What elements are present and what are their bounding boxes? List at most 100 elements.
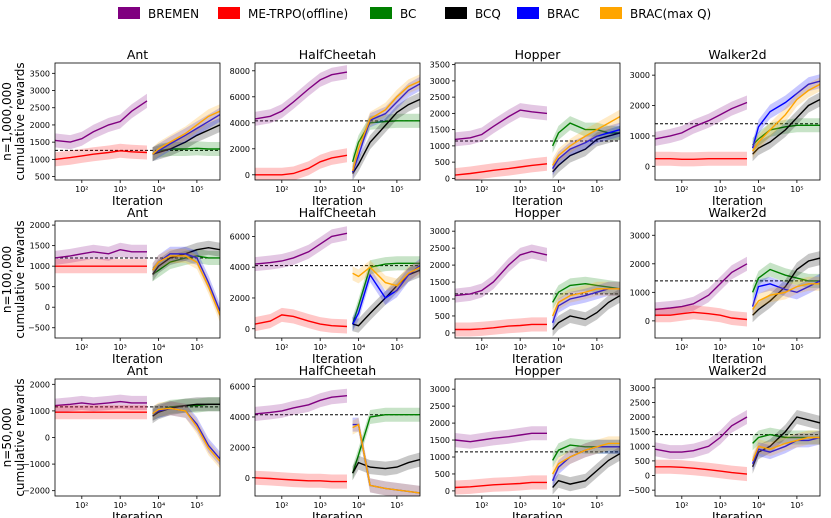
- series-band-brac-max-q-: [552, 436, 620, 481]
- series-line-me-trpo-offline-: [655, 311, 748, 321]
- subplot-halfcheetah-0: HalfCheetah 0 2000 4000 6000 8000 10² 10³ 10⁴ 10⁵…: [230, 47, 421, 208]
- series-line-bc: [152, 255, 220, 275]
- subplot-title: Hopper: [515, 363, 562, 378]
- y-tick-label: 2000: [30, 121, 50, 130]
- subplot-hopper-2: Hopper 0 500 1000 1500 2000 2500 3000 10² 10³ 10⁴ 1…: [430, 363, 621, 518]
- series-line-brac-max-q-: [352, 423, 420, 494]
- series-band-bc: [352, 407, 420, 481]
- legend-label: BRAC: [547, 7, 579, 21]
- y-tick-label: 2500: [630, 398, 650, 407]
- series-band-brac: [552, 122, 620, 176]
- y-tick-label: 0: [645, 162, 650, 171]
- subplot-walker2d-1: Walker2d 0 1000 2000 3000 10² 10³ 10⁴ 10⁵ Iterati…: [630, 205, 821, 366]
- series-band-me-trpo-offline-: [655, 459, 747, 482]
- series-line-me-trpo-offline-: [255, 314, 348, 328]
- series-line-bcq: [752, 257, 820, 316]
- series-band-me-trpo-offline-: [455, 156, 547, 180]
- x-tick-label: 10⁴: [552, 343, 565, 352]
- axes-frame: [254, 378, 421, 497]
- x-tick-label: 10⁴: [352, 501, 365, 510]
- subplot-title: Hopper: [515, 47, 562, 62]
- series-band-me-trpo-offline-: [655, 305, 747, 327]
- y-tick-label: 2000: [230, 294, 250, 303]
- series-line-brac: [351, 83, 420, 173]
- plot-area: [55, 93, 220, 167]
- x-tick-label: 10⁴: [352, 185, 365, 194]
- x-axis-label: Iteration: [112, 352, 163, 366]
- series-band-bc: [152, 141, 220, 162]
- axes-frame: [254, 220, 421, 339]
- x-axis-label: Iteration: [712, 194, 763, 208]
- series-band-bcq: [552, 446, 620, 495]
- y-tick-label: 0: [645, 472, 650, 481]
- x-tick-label: 10²: [275, 501, 288, 510]
- series-line-brac-max-q-: [551, 288, 620, 317]
- x-tick-label: 10³: [113, 501, 126, 510]
- series-band-bremen: [255, 226, 347, 272]
- y-tick-label: 3000: [630, 384, 650, 393]
- y-tick-label: 500: [35, 283, 50, 292]
- series-line-bcq: [351, 458, 420, 474]
- x-tick-label: 10⁵: [790, 185, 803, 194]
- series-band-bremen: [55, 242, 147, 265]
- x-tick-label: 10⁵: [590, 185, 603, 194]
- y-tick-label: 8000: [230, 67, 250, 76]
- series-band-bc: [752, 427, 820, 451]
- series-band-me-trpo-offline-: [255, 148, 347, 180]
- series-band-bcq: [352, 452, 420, 481]
- x-tick-label: 10³: [313, 185, 326, 194]
- y-tick-label: 2500: [430, 93, 450, 102]
- series-line-bcq: [152, 124, 220, 155]
- y-tick-label: 0: [445, 487, 450, 496]
- y-tick-label: 500: [635, 457, 650, 466]
- series-line-brac: [751, 436, 820, 465]
- y-tick-label: 3000: [630, 71, 650, 80]
- x-tick-label: 10⁵: [590, 501, 603, 510]
- series-line-bc: [351, 262, 420, 325]
- series-band-brac-max-q-: [552, 281, 620, 323]
- series-line-bremen: [255, 232, 348, 265]
- y-tick-label: 2000: [630, 102, 650, 111]
- y-tick-label: 6000: [230, 93, 250, 102]
- series-line-me-trpo-offline-: [255, 477, 347, 483]
- axes-frame: [454, 378, 621, 497]
- plot-area: [455, 426, 620, 495]
- y-tick-label: −500: [28, 324, 50, 333]
- legend-swatch-me-trpo-offline-: [218, 7, 240, 19]
- plot-area: [255, 65, 420, 180]
- y-tick-label: 6000: [230, 232, 250, 241]
- y-tick-label: 0: [245, 474, 250, 483]
- y-tick-label: −1000: [23, 460, 50, 469]
- series-line-me-trpo-offline-: [455, 323, 547, 331]
- y-tick-label: 0: [45, 303, 50, 312]
- series-band-brac: [152, 401, 220, 466]
- y-tick-label: 1500: [430, 278, 450, 287]
- y-tick-label: 1500: [630, 428, 650, 437]
- x-tick-label: 10⁵: [390, 501, 403, 510]
- subplot-title: Walker2d: [708, 47, 766, 62]
- x-tick-label: 10⁵: [390, 185, 403, 194]
- x-tick-label: 10⁵: [590, 343, 603, 352]
- series-line-brac: [751, 280, 820, 307]
- x-tick-label: 10⁴: [752, 501, 765, 510]
- series-band-brac: [352, 417, 420, 496]
- series-line-brac-max-q-: [352, 266, 420, 287]
- series-band-brac-max-q-: [352, 417, 420, 496]
- series-band-brac-max-q-: [152, 401, 220, 469]
- axes-frame: [654, 378, 821, 497]
- series-line-brac-max-q-: [751, 436, 820, 462]
- y-tick-label: 2000: [230, 443, 250, 452]
- y-tick-label: 2000: [430, 261, 450, 270]
- x-axis-label: Iteration: [312, 510, 363, 518]
- series-line-bremen: [55, 400, 147, 407]
- series-band-bcq: [552, 288, 620, 337]
- row-label: cumulative rewards: [13, 378, 27, 496]
- legend: BREMEN ME-TRPO(offline) BC BCQ BRAC BRAC(max …: [118, 7, 711, 21]
- subplot-halfcheetah-2: HalfCheetah 0 2000 4000 6000 10² 10³ 10⁴ 10⁵ Iter…: [230, 363, 421, 518]
- series-band-bc: [552, 276, 620, 310]
- legend-swatch-bremen: [118, 7, 140, 19]
- axes-frame: [454, 62, 621, 181]
- y-tick-label: 2000: [630, 413, 650, 422]
- series-band-brac: [552, 281, 620, 330]
- series-band-brac-max-q-: [752, 77, 820, 159]
